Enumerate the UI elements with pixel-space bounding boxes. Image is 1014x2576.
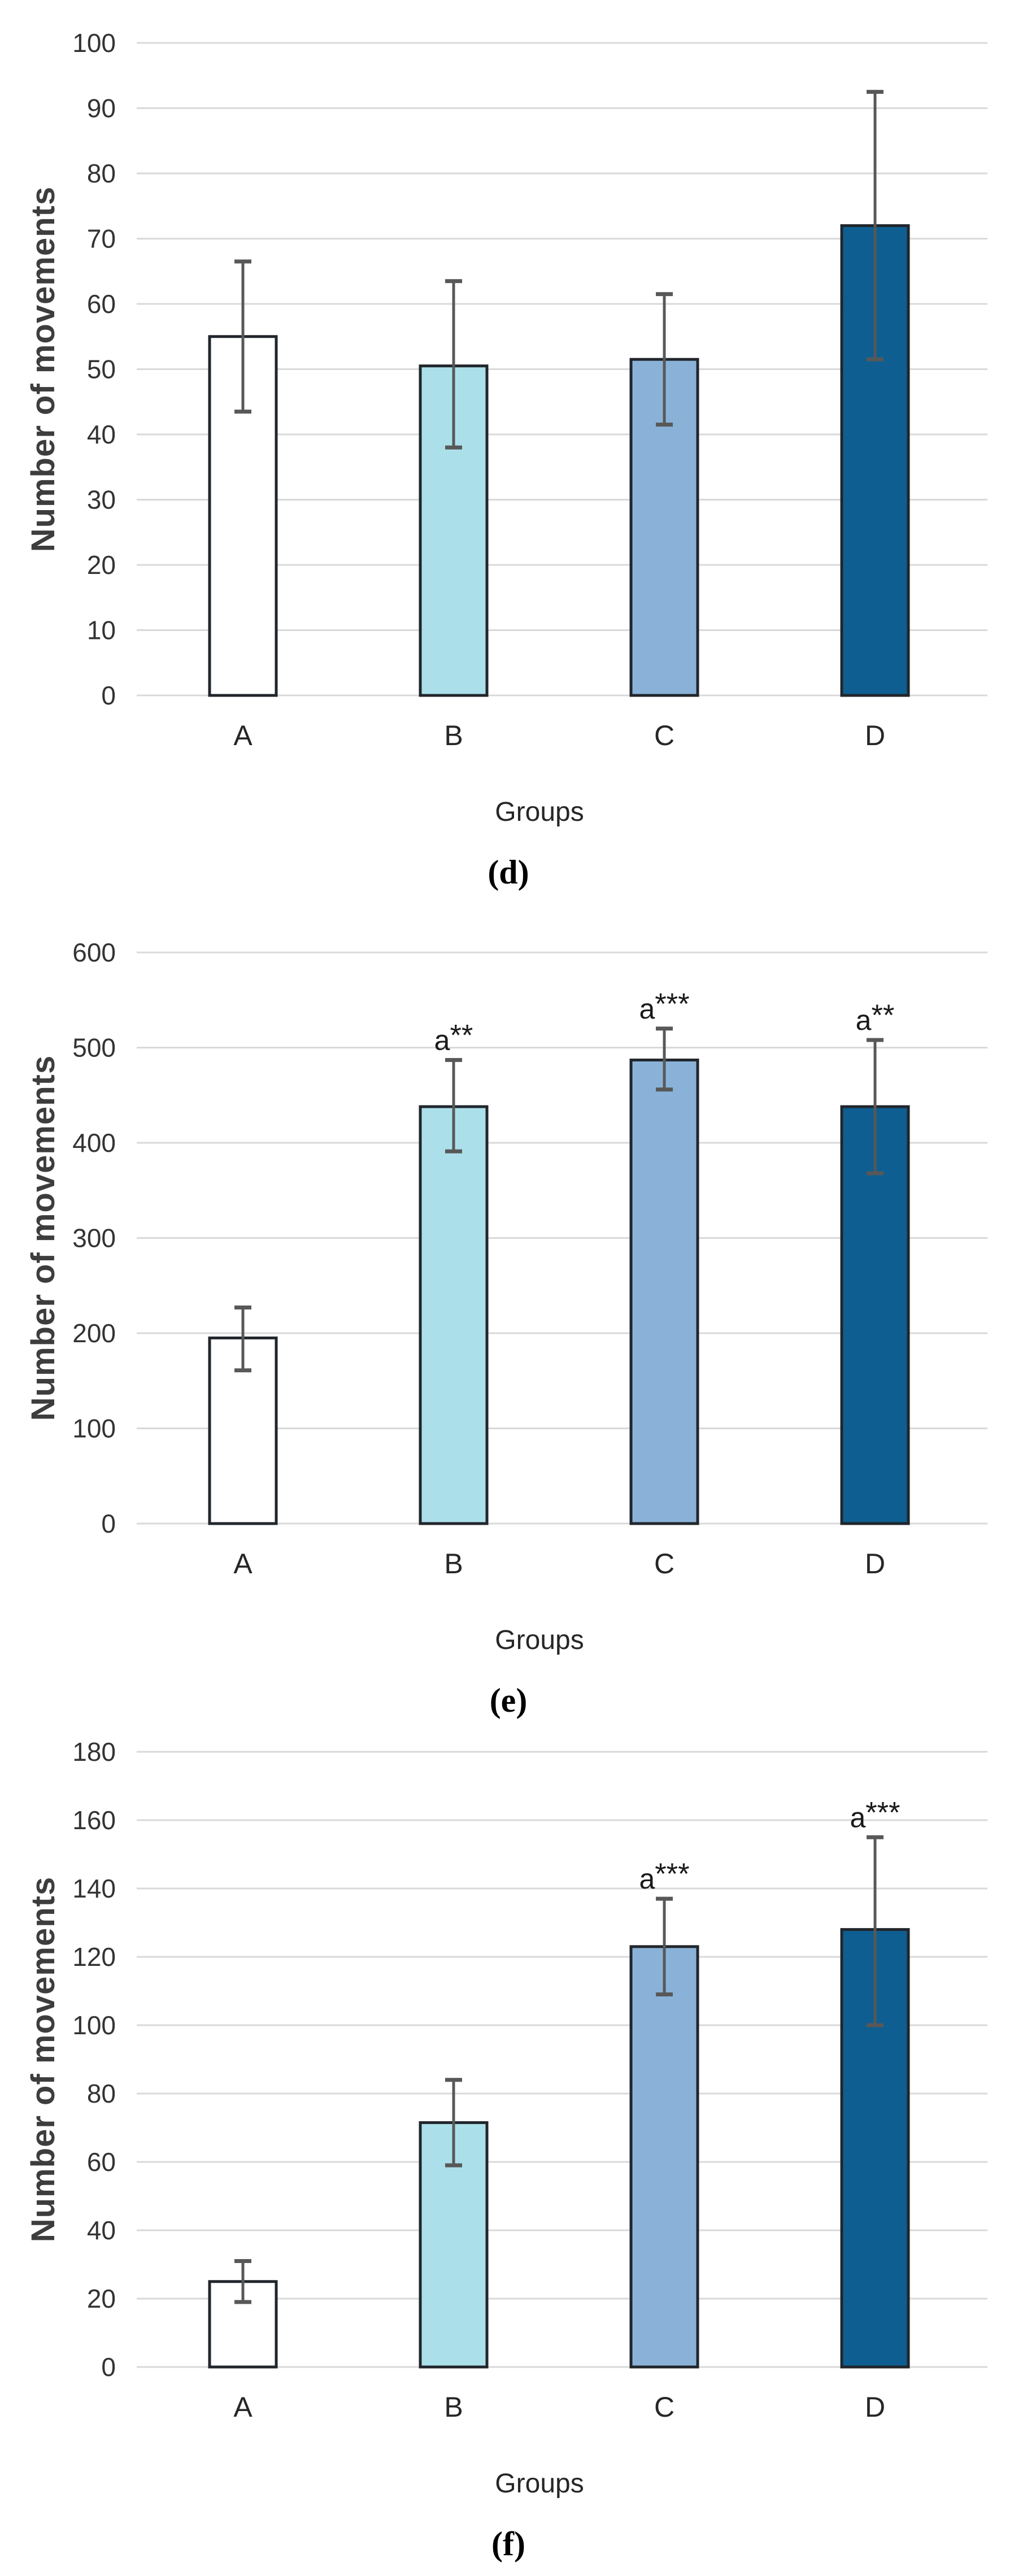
x-tick-label-D: D <box>865 2391 885 2423</box>
x-axis-title: Groups <box>495 2469 584 2499</box>
x-tick-label-C: C <box>654 1548 674 1579</box>
x-tick-label-D: D <box>865 720 885 751</box>
y-tick-label: 20 <box>87 2284 116 2313</box>
significance-annotation-D: a** <box>856 999 895 1036</box>
x-tick-label-B: B <box>444 1548 463 1579</box>
error-bar-A <box>234 2259 251 2304</box>
error-bar-A <box>234 1306 251 1373</box>
chart-panel-e: 0 100 200 300 400 500 600 Number of movements Aa… <box>25 938 987 1719</box>
error-bar-D <box>867 1038 884 1176</box>
y-axis-title: Number of movements <box>25 1877 62 2242</box>
y-tick-label: 90 <box>87 94 116 123</box>
error-bar-C <box>656 1896 673 1997</box>
error-bar-B <box>445 1058 462 1154</box>
y-tick-label: 0 <box>101 681 116 710</box>
y-tick-label: 100 <box>72 1414 116 1443</box>
y-tick-label: 60 <box>87 289 116 319</box>
chart-panel-d: 0 10 20 30 40 50 60 70 80 90 100 Number of movement… <box>25 28 987 891</box>
y-tick-label: 10 <box>87 616 116 645</box>
bar-C <box>629 1058 699 1525</box>
x-tick-label-B: B <box>444 2391 463 2423</box>
error-bar-C <box>656 292 673 427</box>
panel-caption-e: (e) <box>490 1682 528 1719</box>
y-tick-label: 0 <box>101 2352 116 2382</box>
significance-annotation-D: a*** <box>850 1796 900 1833</box>
y-tick-label: 30 <box>87 485 116 515</box>
x-tick-label-A: A <box>233 2391 253 2423</box>
x-tick-label-D: D <box>865 1548 885 1579</box>
error-bar-A <box>234 259 251 414</box>
x-tick-label-B: B <box>444 720 463 751</box>
y-tick-label: 600 <box>72 938 116 967</box>
x-tick-label-C: C <box>654 2391 674 2423</box>
y-tick-label: 20 <box>87 550 116 580</box>
panel-caption-d: (d) <box>488 854 529 891</box>
y-tick-label: 120 <box>72 1942 116 1972</box>
y-tick-label: 40 <box>87 420 116 449</box>
y-tick-label: 500 <box>72 1033 116 1063</box>
y-tick-label: 160 <box>72 1805 116 1835</box>
y-tick-label: 100 <box>72 28 116 58</box>
y-tick-label: 140 <box>72 1874 116 1903</box>
x-tick-label-C: C <box>654 720 674 751</box>
y-tick-label: 70 <box>87 224 116 254</box>
significance-annotation-C: a*** <box>639 1857 689 1895</box>
error-bar-D <box>867 1835 884 2027</box>
y-tick-label: 300 <box>72 1224 116 1253</box>
y-tick-label: 80 <box>87 159 116 188</box>
error-bar-B <box>445 279 462 450</box>
bar-C <box>629 1945 699 2369</box>
x-tick-label-A: A <box>233 720 253 751</box>
y-tick-label: 40 <box>87 2216 116 2245</box>
significance-annotation-B: a** <box>434 1019 473 1056</box>
panel-caption-f: (f) <box>491 2525 525 2562</box>
y-tick-label: 50 <box>87 355 116 384</box>
bar-D <box>840 1105 910 1525</box>
x-axis-title: Groups <box>495 797 584 827</box>
y-tick-label: 100 <box>72 2011 116 2040</box>
y-tick-label: 0 <box>101 1509 116 1538</box>
x-axis-title: Groups <box>495 1625 584 1655</box>
chart-panel-f: 0 20 40 60 80 100 120 140 160 180 Number of moveme… <box>25 1737 987 2562</box>
y-tick-label: 180 <box>72 1737 116 1766</box>
y-tick-label: 60 <box>87 2147 116 2177</box>
bar-B <box>419 1105 489 1525</box>
bar-B <box>419 2121 489 2369</box>
x-tick-label-A: A <box>233 1548 253 1579</box>
error-bar-D <box>867 90 884 362</box>
y-tick-label: 200 <box>72 1319 116 1348</box>
y-tick-label: 400 <box>72 1128 116 1158</box>
error-bar-B <box>445 2078 462 2168</box>
significance-annotation-C: a*** <box>639 987 689 1025</box>
y-axis-title: Number of movements <box>25 186 62 552</box>
error-bar-C <box>656 1026 673 1092</box>
y-tick-label: 80 <box>87 2079 116 2108</box>
y-axis-title: Number of movements <box>25 1055 62 1421</box>
